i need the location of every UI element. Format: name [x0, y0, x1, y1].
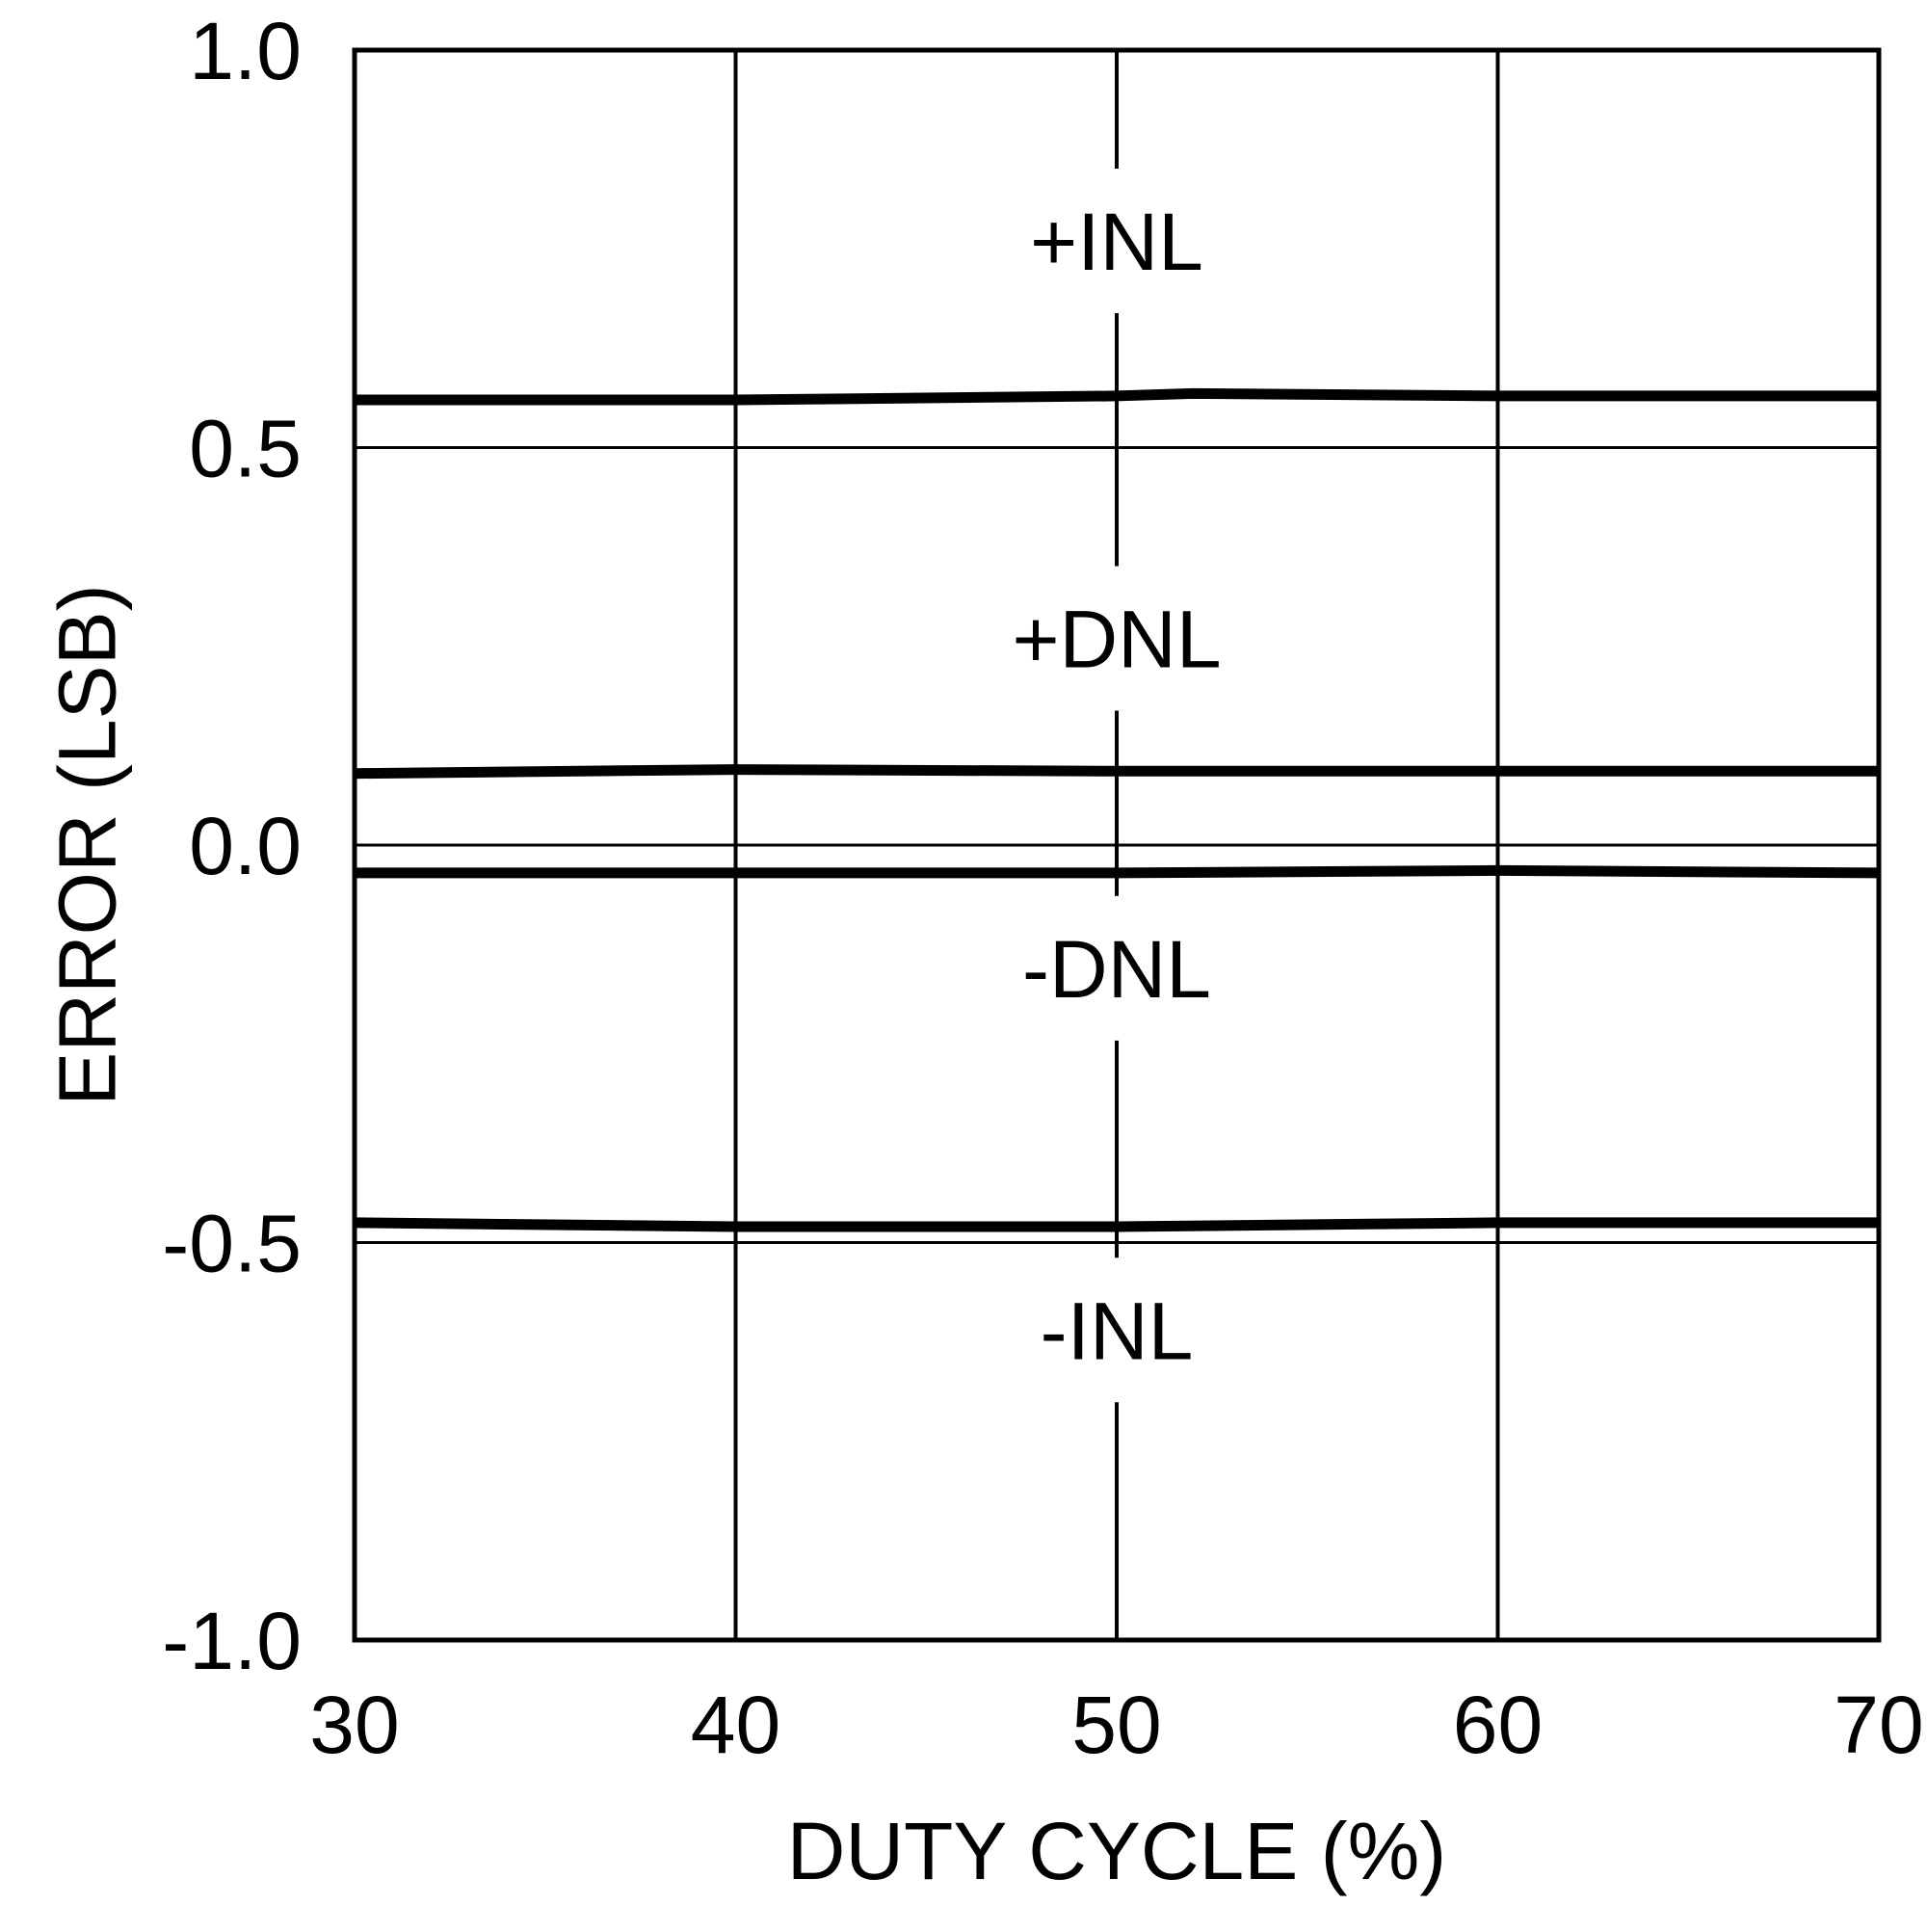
y-tick-labels: 1.0 0.5 0.0 -0.5 -1.0 — [162, 6, 302, 1686]
series-label-background — [996, 895, 1237, 1041]
series-label: -DNL — [1022, 924, 1211, 1015]
y-tick-label: 0.5 — [189, 404, 302, 494]
plot-frame — [352, 47, 1882, 1643]
series-label-background — [996, 1257, 1237, 1403]
x-tick-label: 50 — [1071, 1680, 1161, 1770]
x-tick-label: 60 — [1453, 1680, 1543, 1770]
x-tick-labels: 30 40 50 60 70 — [309, 1680, 1923, 1770]
series-label-background — [996, 169, 1237, 313]
x-tick-label: 70 — [1834, 1680, 1923, 1770]
grid-layer — [355, 50, 1879, 1640]
series-layer — [354, 387, 1880, 1232]
y-tick-label: 1.0 — [189, 6, 302, 96]
series-line — [354, 1217, 1879, 1232]
y-tick-label: -1.0 — [162, 1596, 302, 1686]
series-label: -INL — [1041, 1285, 1194, 1376]
y-axis-title: ERROR (LSB) — [41, 584, 132, 1105]
series-label: +INL — [1030, 197, 1203, 287]
series-line — [355, 387, 1879, 406]
y-tick-label: -0.5 — [162, 1199, 302, 1289]
series-label-layer: +INL +DNL -DNL -INL — [996, 169, 1237, 1403]
y-tick-label: 0.0 — [189, 801, 302, 891]
series-line — [354, 764, 1879, 780]
series-label-background — [996, 566, 1237, 711]
series-label: +DNL — [1012, 595, 1221, 685]
series-line — [355, 864, 1880, 879]
x-tick-label: 30 — [309, 1680, 399, 1770]
x-tick-label: 40 — [691, 1680, 780, 1770]
x-axis-title: DUTY CYCLE (%) — [787, 1806, 1447, 1896]
